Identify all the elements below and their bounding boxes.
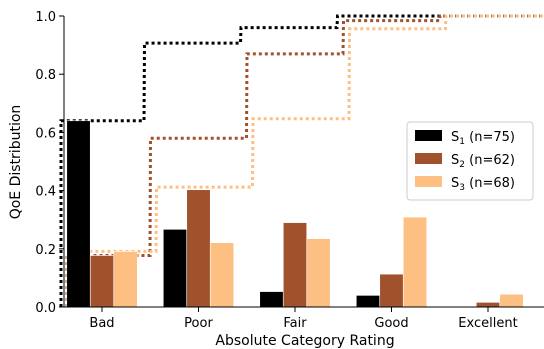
legend-swatch-series-3 — [415, 176, 442, 187]
y-tick-label: 0.4 — [35, 185, 56, 200]
y-tick-label: 0.2 — [35, 243, 56, 258]
bar-series-1-good — [355, 295, 381, 308]
bar-series-2-excellent — [475, 302, 501, 308]
x-axis-label: Absolute Category Rating — [215, 333, 394, 349]
bar-series-2-fair — [282, 222, 308, 308]
bars — [66, 120, 524, 308]
y-tick-label: 0.8 — [35, 68, 56, 83]
bar-series-2-poor — [186, 189, 211, 308]
bar-series-3-bad — [113, 251, 138, 308]
y-tick-label: 0.6 — [35, 126, 56, 141]
bar-series-1-fair — [259, 291, 284, 308]
x-tick-label-bad: Bad — [89, 316, 114, 331]
x-tick-label-poor: Poor — [184, 316, 213, 331]
legend-label-series-3: S3 (n=68) — [451, 176, 515, 193]
y-tick-label: 0.0 — [35, 301, 56, 316]
y-axis-label: QoE Distribution — [8, 105, 24, 220]
axes: 0.0 0.2 0.4 0.6 0.8 1.0 Bad Poor Fair Good Excelle… — [35, 10, 544, 331]
cdf-line-series-2 — [65, 14, 544, 307]
bar-series-3-fair — [306, 238, 331, 308]
legend-label-series-1: S1 (n=75) — [451, 130, 515, 147]
x-tick-label-good: Good — [374, 316, 408, 331]
bar-series-2-bad — [89, 255, 115, 308]
bar-series-1-poor — [162, 229, 188, 308]
legend: S1 (n=75) S2 (n=62) S3 (n=68) — [406, 121, 534, 201]
bar-series-1-bad — [66, 120, 91, 308]
bar-series-3-poor — [209, 242, 235, 308]
x-tick-label-fair: Fair — [283, 316, 307, 331]
legend-swatch-series-1 — [415, 130, 442, 141]
bar-series-3-good — [402, 216, 428, 308]
x-tick-label-excellent: Excellent — [458, 316, 517, 331]
legend-swatch-series-2 — [415, 153, 442, 164]
y-tick-label: 1.0 — [35, 10, 56, 25]
legend-label-series-2: S2 (n=62) — [451, 153, 515, 170]
bar-series-3-excellent — [499, 293, 524, 308]
bar-series-2-good — [379, 273, 404, 308]
cdf-line-series-1 — [59, 14, 544, 307]
